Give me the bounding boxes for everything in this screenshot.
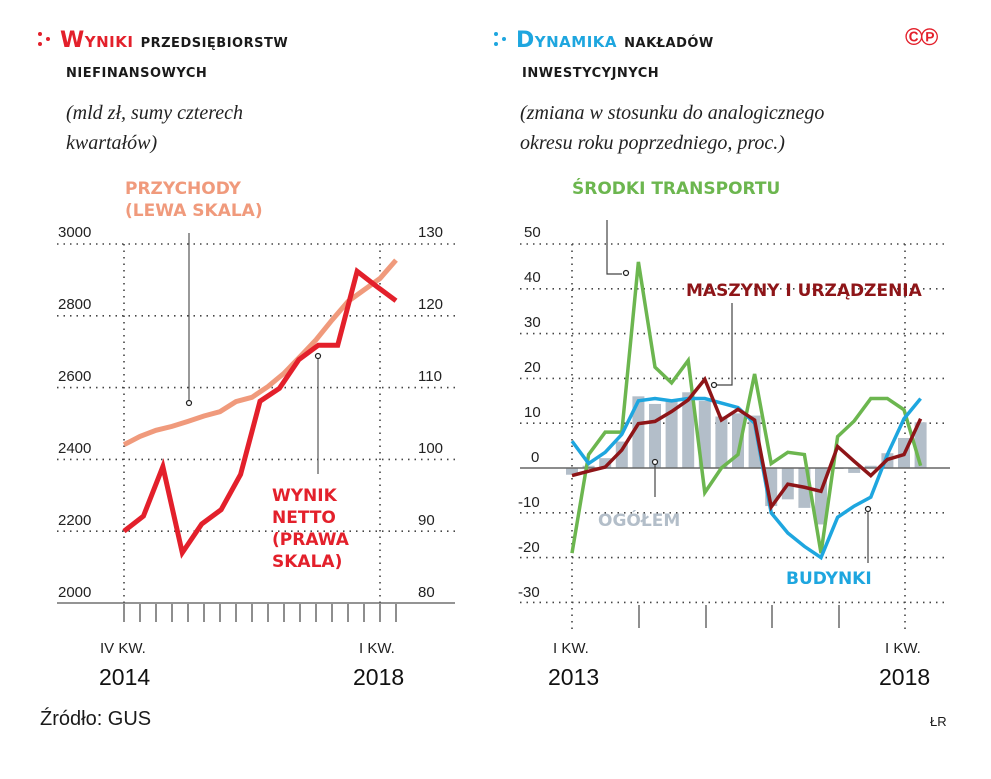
y-tick: 110 [418, 368, 442, 385]
y-tick: 130 [418, 224, 444, 241]
leader-line [606, 220, 622, 275]
series-label-ogolem: OGÓŁEM [598, 511, 681, 531]
series-line-maszyny [571, 375, 923, 512]
y-tick: 90 [418, 512, 435, 529]
dots-icon [494, 29, 508, 49]
leader-dot [651, 458, 659, 466]
y-tick: 120 [418, 296, 444, 313]
author-initials: ŁR [930, 714, 947, 729]
y-tick: 2400 [58, 440, 92, 457]
bar-ogolem [864, 465, 877, 468]
x-label-quarter: IV KW. [100, 640, 146, 657]
y-tick: 50 [524, 224, 541, 241]
y-tick: 2200 [58, 512, 92, 529]
right-chart-subtitle: (zmiana w stosunku do analogicznego okres… [520, 102, 825, 154]
bar-ogolem [599, 458, 612, 468]
bar-ogolem [566, 468, 578, 475]
left-chart-title: Wyniki przedsiębiorstw niefinansowych [38, 26, 288, 86]
series-label-wynik-netto: WYNIK NETTO (PRAWA SKALA) [272, 486, 349, 572]
leader-dot [314, 352, 322, 360]
source-note: Źródło: GUS [40, 708, 152, 730]
x-label-quarter: I KW. [885, 640, 921, 657]
y-tick: 80 [418, 584, 435, 601]
y-tick: 2800 [58, 296, 92, 313]
leader-dot [622, 269, 630, 277]
series-label-przychody: PRZYCHODY (LEWA SKALA) [125, 179, 263, 221]
bar-ogolem [682, 392, 695, 468]
leader-line [717, 303, 733, 386]
y-tick: 2600 [58, 368, 92, 385]
x-label-quarter: I KW. [359, 640, 395, 657]
x-label-year: 2014 [99, 664, 151, 690]
bar-ogolem [732, 413, 744, 468]
series-label-budynki: BUDYNKI [786, 569, 872, 589]
x-label-year: 2018 [353, 664, 405, 690]
bar-ogolem [649, 403, 661, 468]
bar-ogolem [632, 396, 645, 468]
y-tick: 20 [524, 359, 541, 376]
y-tick: 10 [524, 404, 541, 421]
y-tick: 3000 [58, 224, 92, 241]
series-label-srodki-transportu: ŚRODKI TRANSPORTU [572, 179, 781, 199]
bar-ogolem [715, 416, 728, 468]
x-label-quarter: I KW. [553, 640, 589, 657]
bar-ogolem [665, 400, 678, 468]
leader-dot [185, 399, 193, 407]
dots-icon [38, 29, 52, 49]
y-tick: 30 [524, 314, 541, 331]
x-label-year: 2018 [879, 664, 931, 690]
series-line-wynik-netto [122, 266, 398, 559]
y-tick: 100 [418, 440, 444, 457]
y-tick: 40 [524, 269, 541, 286]
leader-dot [864, 505, 872, 513]
y-tick: -30 [518, 584, 540, 601]
bar-ogolem [582, 465, 595, 468]
series-label-maszyny: MASZYNY I URZĄDZENIA [686, 281, 922, 301]
y-tick: -10 [518, 494, 540, 511]
x-label-year: 2013 [548, 664, 600, 690]
y-tick: 0 [531, 449, 540, 466]
leader-dot [710, 381, 718, 389]
y-tick: -20 [518, 539, 540, 556]
bar-ogolem [848, 468, 861, 473]
copyright-logo: ©℗ [905, 24, 938, 51]
y-tick: 2000 [58, 584, 92, 601]
left-chart-subtitle: (mld zł, sumy czterech kwartałów) [66, 102, 243, 154]
bar-ogolem [698, 400, 711, 468]
right-chart-title: Dynamika nakładów inwestycyjnych [494, 26, 714, 86]
